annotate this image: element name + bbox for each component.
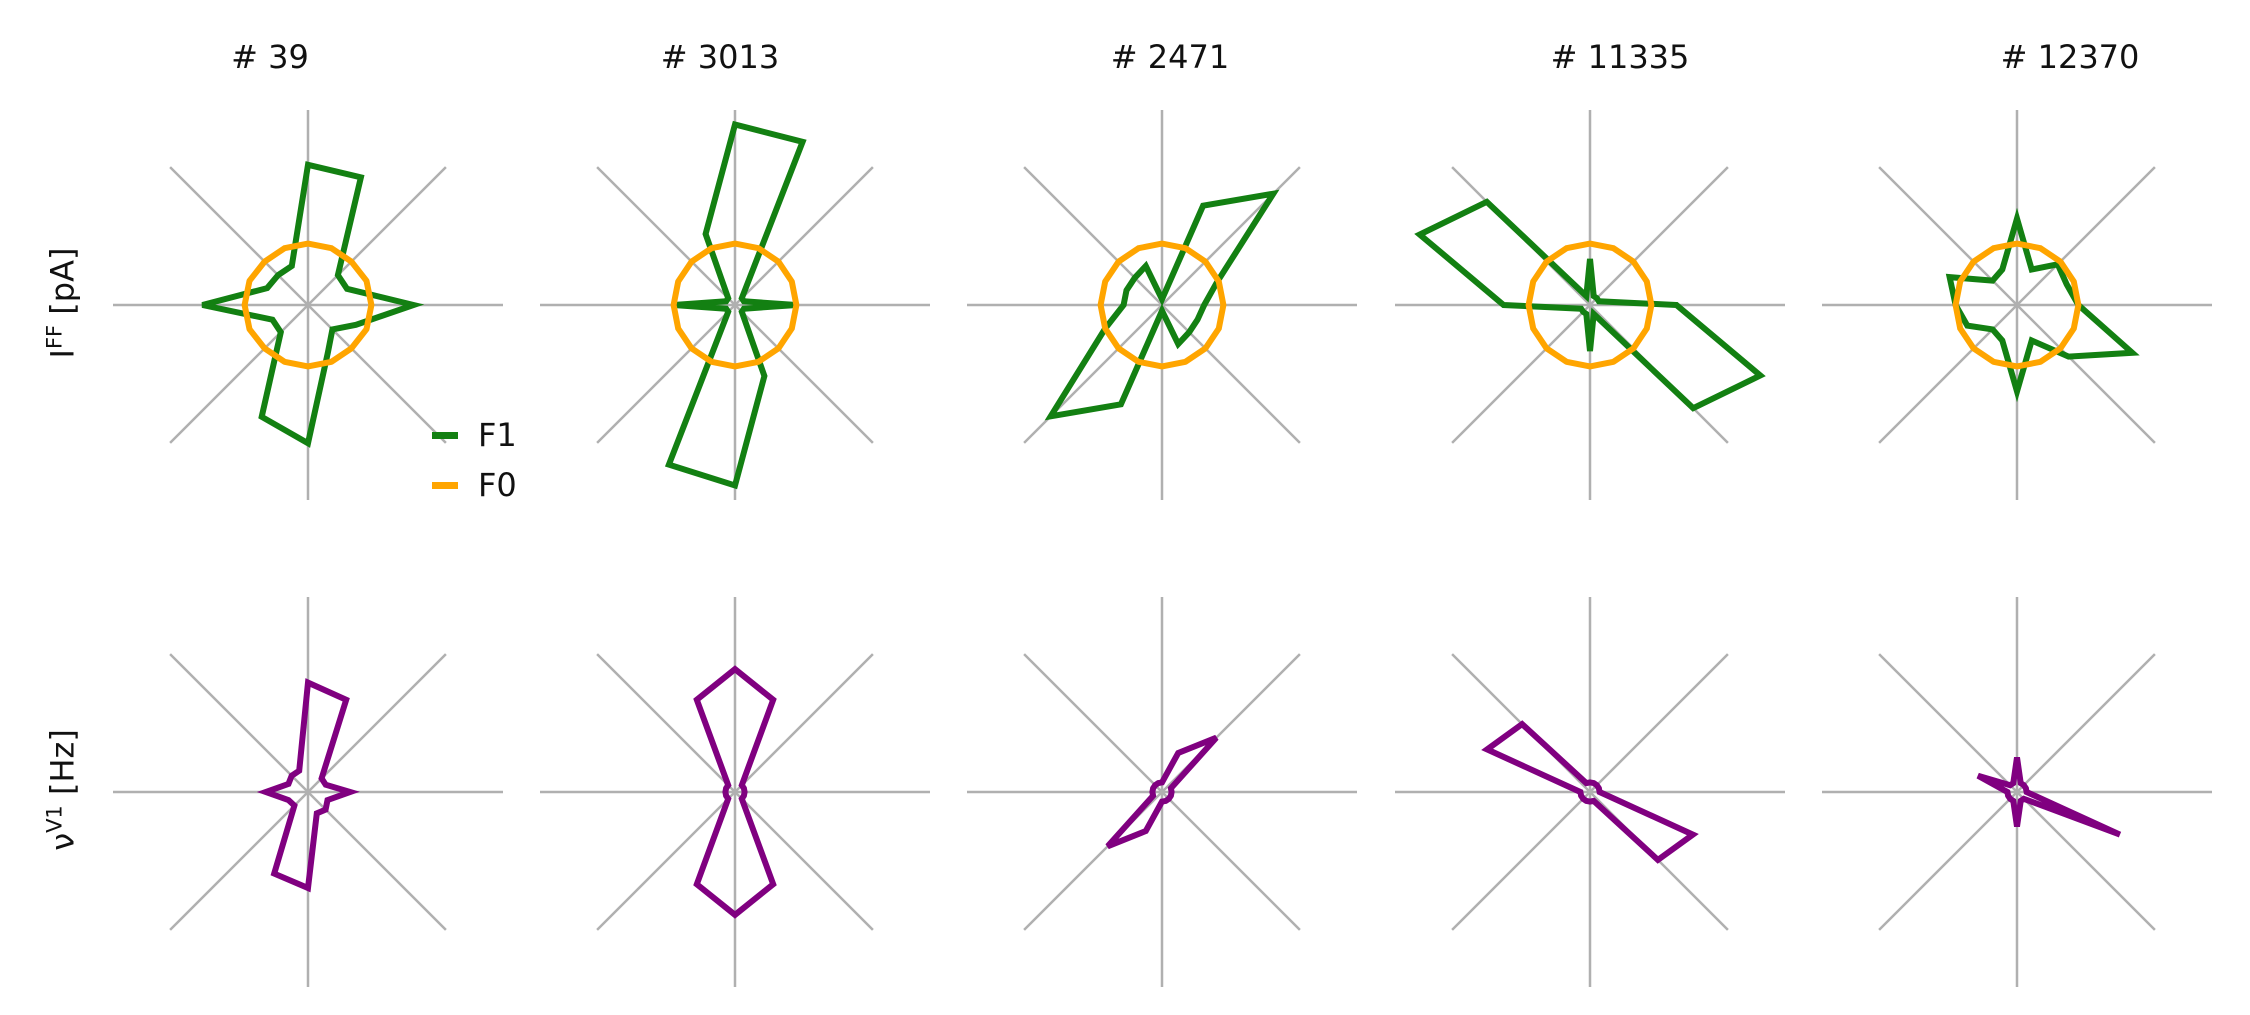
series-f1-line [1414, 198, 1766, 412]
row-label-rate-sup: V1 [42, 805, 67, 833]
grid-line [596, 653, 874, 931]
row-label-current-sup: FF [42, 324, 67, 350]
series-f0-line [1952, 240, 2082, 370]
series-rate-line [1976, 756, 2122, 838]
row-label-current: IFF [pA] [43, 248, 82, 359]
series-f0-line [670, 240, 800, 370]
row-label-current-unit: [pA] [43, 247, 82, 325]
grid-line [1023, 653, 1301, 931]
row-label-current-main: I [43, 349, 82, 359]
panel-rate-1 [113, 597, 503, 987]
grid-line [1451, 653, 1729, 931]
series-f0-line [241, 240, 375, 370]
panel-title-3: # 2471 [1110, 38, 1230, 76]
legend-swatch-f0 [432, 481, 458, 489]
legend: F1 F0 [432, 410, 517, 510]
grid-line [1878, 166, 2156, 444]
legend-swatch-f1 [432, 431, 458, 439]
panel-rate-5 [1822, 597, 2212, 987]
series-rate-line [1481, 720, 1699, 864]
panel-rate-3 [967, 597, 1357, 987]
series-f0-line [1097, 240, 1227, 370]
panel-current-3 [967, 110, 1357, 500]
panel-title-5: # 12370 [2000, 38, 2140, 76]
legend-label-f0: F0 [478, 466, 517, 504]
panel-current-1 [113, 110, 503, 500]
series-rate-line [693, 665, 777, 919]
panel-current-2 [540, 110, 930, 500]
panel-current-4 [1395, 110, 1785, 500]
series-f1-line [1044, 189, 1280, 421]
legend-label-f1: F1 [478, 416, 517, 454]
panel-rate-4 [1395, 597, 1785, 987]
panel-title-4: # 11335 [1550, 38, 1690, 76]
legend-item-f0: F0 [432, 460, 517, 510]
panel-title-1: # 39 [231, 38, 309, 76]
grid-line [169, 653, 447, 931]
series-f1-line [201, 161, 425, 448]
row-label-rate-main: ν [43, 832, 82, 851]
panel-rate-2 [540, 597, 930, 987]
panel-current-5 [1822, 110, 2212, 500]
series-rate-line [1105, 734, 1219, 850]
series-f0-line [1525, 240, 1655, 370]
legend-item-f1: F1 [432, 410, 517, 460]
grid-line [169, 166, 447, 444]
row-label-rate-unit: [Hz] [43, 729, 82, 806]
panel-title-2: # 3013 [660, 38, 780, 76]
grid-line [596, 166, 874, 444]
series-rate-line [256, 678, 360, 893]
grid-line [1878, 653, 2156, 931]
row-label-rate: νV1 [Hz] [43, 729, 82, 851]
